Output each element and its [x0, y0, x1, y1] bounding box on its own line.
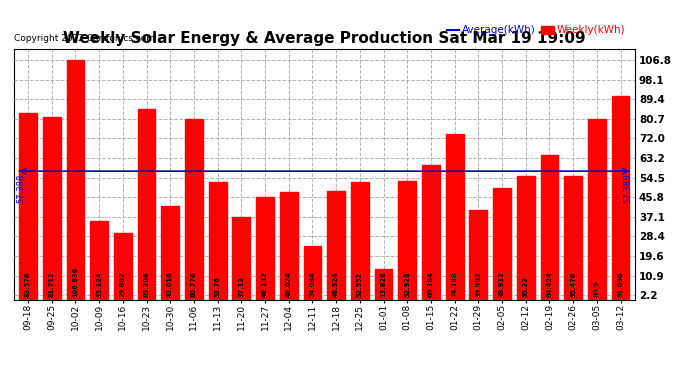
- Bar: [209, 182, 226, 300]
- Text: 48.524: 48.524: [333, 271, 339, 297]
- Text: 46.132: 46.132: [262, 271, 268, 297]
- Text: 52.76: 52.76: [215, 276, 221, 297]
- Bar: [540, 156, 558, 300]
- Text: 37.12: 37.12: [238, 276, 244, 297]
- Bar: [43, 117, 61, 300]
- Bar: [422, 165, 440, 300]
- Bar: [469, 210, 487, 300]
- Text: 39.992: 39.992: [475, 271, 482, 297]
- Text: 55.22: 55.22: [523, 276, 529, 297]
- Bar: [114, 233, 132, 300]
- Text: 55.476: 55.476: [570, 271, 576, 297]
- Bar: [588, 118, 606, 300]
- Bar: [90, 221, 108, 300]
- Bar: [446, 134, 464, 300]
- Text: 29.892: 29.892: [120, 271, 126, 297]
- Bar: [137, 109, 155, 300]
- Text: 35.124: 35.124: [96, 271, 102, 297]
- Text: 85.204: 85.204: [144, 271, 150, 297]
- Text: 52.928: 52.928: [404, 271, 411, 297]
- Text: 48.024: 48.024: [286, 271, 292, 297]
- Bar: [304, 246, 322, 300]
- Text: 81.712: 81.712: [49, 271, 55, 297]
- Bar: [256, 196, 274, 300]
- Bar: [398, 181, 416, 300]
- Text: 57.388: 57.388: [623, 174, 632, 203]
- Text: 106.836: 106.836: [72, 266, 79, 297]
- Text: 83.576: 83.576: [25, 271, 31, 297]
- Text: 80.776: 80.776: [191, 271, 197, 297]
- Text: 60.184: 60.184: [428, 271, 434, 297]
- Bar: [280, 192, 297, 300]
- Bar: [612, 96, 629, 300]
- Bar: [375, 269, 393, 300]
- Text: 74.188: 74.188: [452, 271, 457, 297]
- Bar: [161, 206, 179, 300]
- Text: 13.828: 13.828: [381, 271, 386, 297]
- Bar: [185, 119, 203, 300]
- Text: Copyright 2022 Cartronics.com: Copyright 2022 Cartronics.com: [14, 34, 155, 43]
- Legend: Average(kWh), Weekly(kWh): Average(kWh), Weekly(kWh): [442, 21, 629, 40]
- Title: Weekly Solar Energy & Average Production Sat Mar 19 19:09: Weekly Solar Energy & Average Production…: [63, 31, 586, 46]
- Bar: [19, 112, 37, 300]
- Text: 42.016: 42.016: [167, 271, 173, 297]
- Bar: [233, 217, 250, 300]
- Text: 49.912: 49.912: [499, 271, 505, 297]
- Bar: [351, 182, 368, 300]
- Bar: [564, 176, 582, 300]
- Text: 52.552: 52.552: [357, 272, 363, 297]
- Bar: [66, 60, 84, 300]
- Bar: [493, 188, 511, 300]
- Bar: [517, 176, 535, 300]
- Text: 64.424: 64.424: [546, 271, 553, 297]
- Bar: [327, 191, 345, 300]
- Text: 91.096: 91.096: [618, 271, 624, 297]
- Text: 80.9: 80.9: [594, 280, 600, 297]
- Text: 24.084: 24.084: [309, 271, 315, 297]
- Text: 57.388: 57.388: [17, 174, 26, 203]
